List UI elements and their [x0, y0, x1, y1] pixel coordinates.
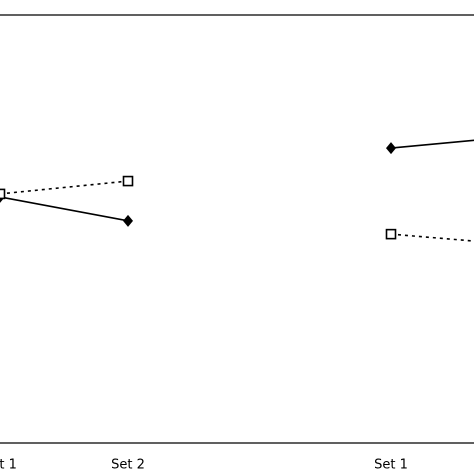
square-marker [385, 228, 397, 240]
square-marker [0, 188, 6, 200]
series-line [0, 196, 129, 222]
x-tick-label: Set 2 [111, 458, 145, 473]
x-tick-label: Set 1 [0, 458, 17, 473]
diamond-marker [386, 142, 396, 155]
square-marker [122, 175, 134, 187]
series-line [390, 233, 474, 242]
series-line [0, 180, 129, 195]
x-tick-label: Set 1 [374, 458, 408, 473]
diamond-marker [123, 214, 133, 227]
series-line [390, 139, 474, 149]
